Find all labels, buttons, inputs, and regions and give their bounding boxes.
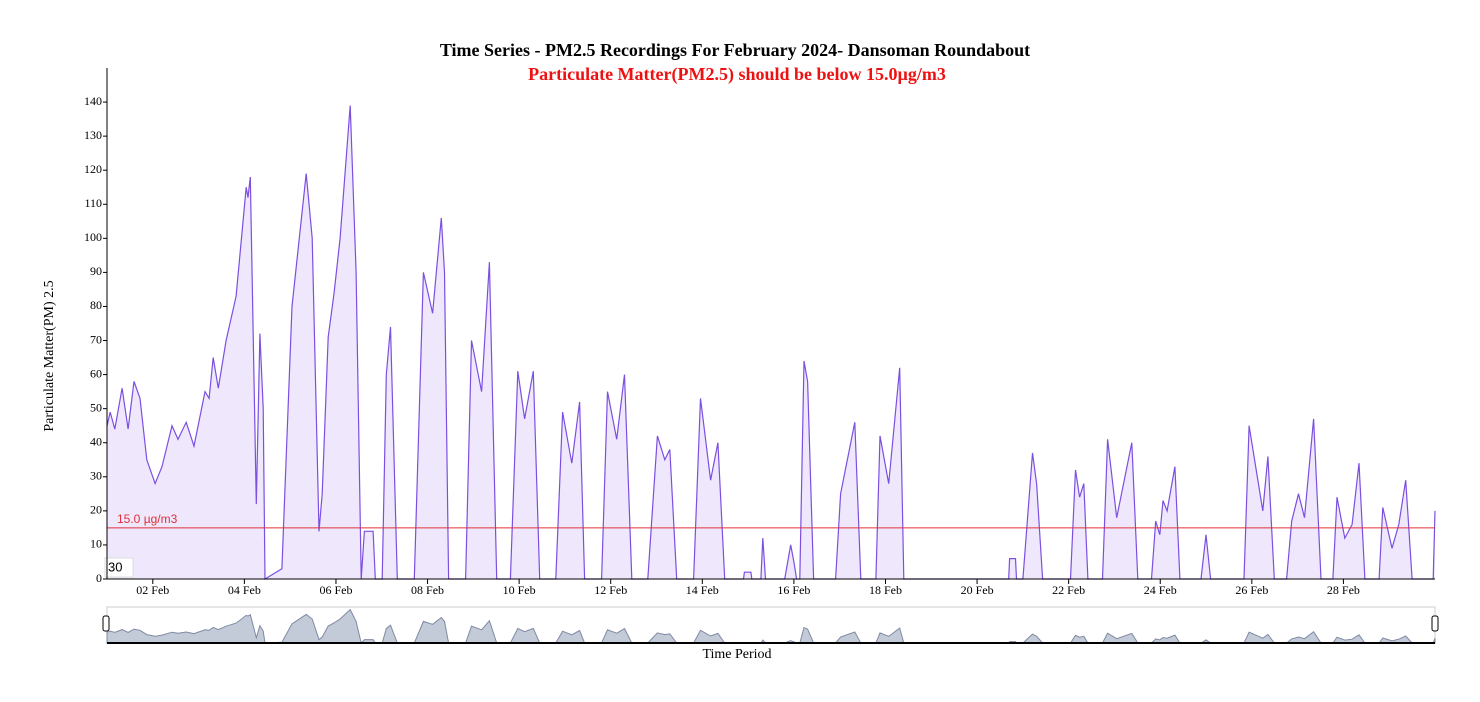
x-tick-label: 06 Feb <box>319 583 352 597</box>
area-fill <box>107 105 1435 579</box>
x-tick-label: 22 Feb <box>1052 583 1085 597</box>
x-tick-label: 02 Feb <box>136 583 169 597</box>
chart-subtitle: Particulate Matter(PM2.5) should be belo… <box>528 64 946 85</box>
x-tick-label: 04 Feb <box>228 583 261 597</box>
x-tick-label: 16 Feb <box>777 583 810 597</box>
y-tick-label: 40 <box>90 434 102 448</box>
y-tick-label: 0 <box>96 571 102 585</box>
y-tick-label: 30 <box>90 469 102 483</box>
y-tick-label: 80 <box>90 298 102 312</box>
y-tick-label: 110 <box>84 196 102 210</box>
cursor-label: 30 <box>108 559 122 574</box>
y-tick-label: 90 <box>90 264 102 278</box>
x-tick-label: 12 Feb <box>594 583 627 597</box>
navigator-area <box>106 608 1436 645</box>
x-tick-label: 08 Feb <box>411 583 444 597</box>
x-tick-label: 10 Feb <box>503 583 536 597</box>
y-tick-label: 120 <box>84 162 102 176</box>
chart-title: Time Series - PM2.5 Recordings For Febru… <box>440 40 1030 60</box>
y-tick-label: 20 <box>90 503 102 517</box>
x-tick-label: 24 Feb <box>1144 583 1177 597</box>
y-axis-label: Particulate Matter(PM) 2.5 <box>42 280 57 431</box>
y-tick-label: 50 <box>90 400 102 414</box>
y-tick-label: 10 <box>90 537 102 551</box>
y-tick-label: 130 <box>84 128 102 142</box>
y-tick-label: 70 <box>90 332 102 346</box>
threshold-label: 15.0 µg/m3 <box>117 512 178 526</box>
x-tick-label: 18 Feb <box>869 583 902 597</box>
x-tick-label: 14 Feb <box>686 583 719 597</box>
navigator-handle-right[interactable] <box>1431 615 1439 632</box>
cursor-label-box <box>104 557 134 578</box>
y-tick-label: 100 <box>84 230 102 244</box>
x-tick-label: 28 Feb <box>1327 583 1360 597</box>
navigator-handle-left[interactable] <box>102 615 110 632</box>
data-line <box>106 105 1436 581</box>
y-tick-label: 140 <box>84 94 102 108</box>
y-tick-label: 60 <box>90 366 102 380</box>
x-tick-label: 20 Feb <box>961 583 994 597</box>
x-tick-label: 26 Feb <box>1235 583 1268 597</box>
x-axis-label: Time Period <box>702 647 771 662</box>
